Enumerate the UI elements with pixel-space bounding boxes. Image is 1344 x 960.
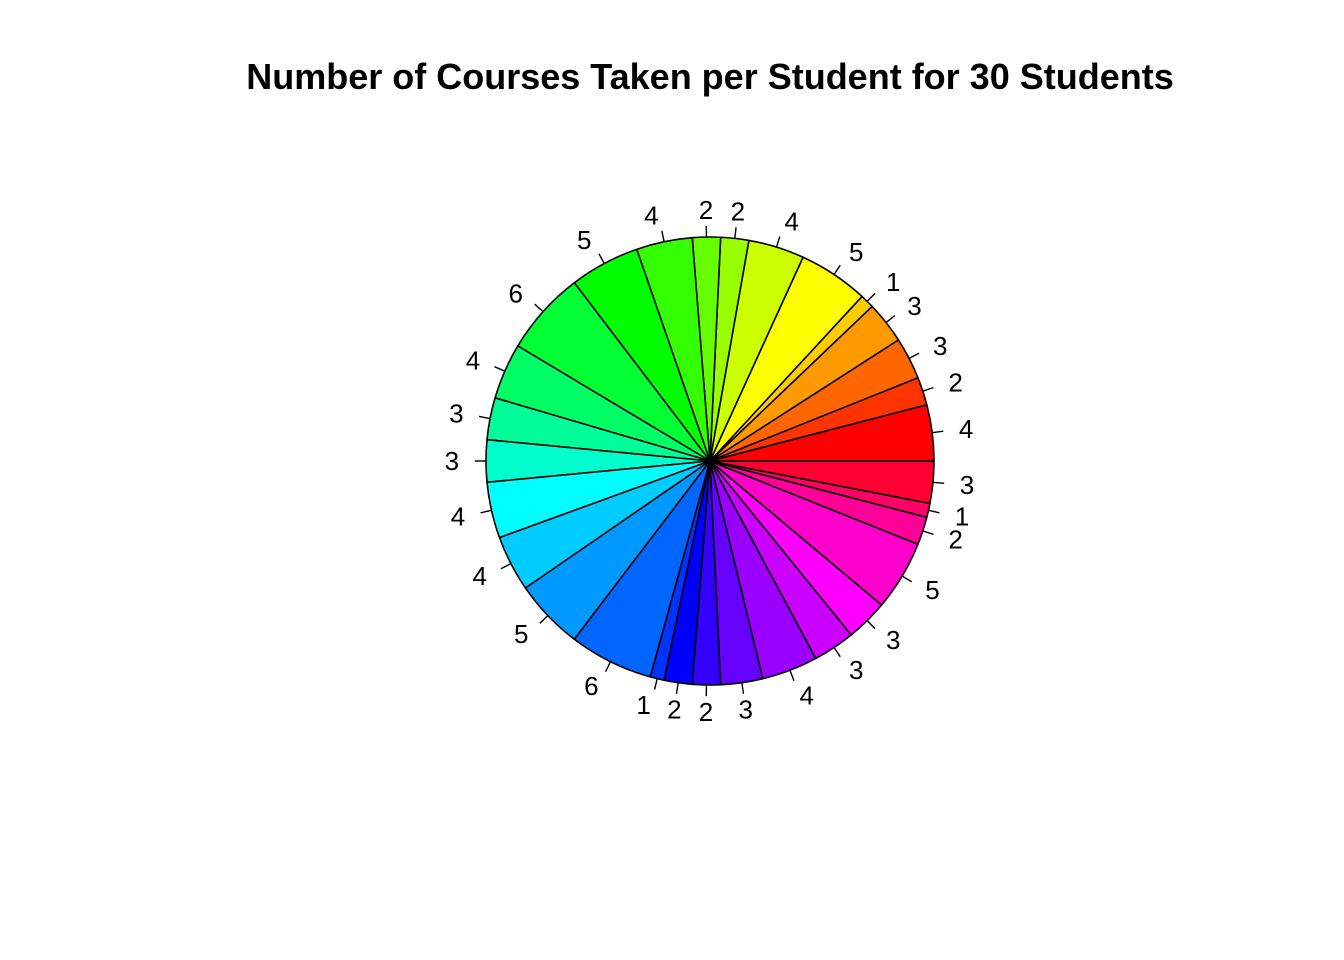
chart-title: Number of Courses Taken per Student for … (246, 56, 1174, 97)
pie-label-tick (604, 661, 612, 673)
pie-slice-label: 2 (731, 197, 745, 227)
pie-slice-label: 3 (445, 446, 459, 476)
pie-label-tick (480, 509, 492, 514)
pie-label-tick (922, 386, 934, 392)
pie-label-tick (922, 530, 934, 536)
pie-slice-label: 1 (636, 690, 650, 720)
pie-label-tick (734, 227, 737, 239)
pie-label-tick (932, 481, 945, 485)
pie-label-tick (866, 292, 876, 302)
pie-slice-label: 2 (667, 694, 681, 724)
pie-label-ticks (474, 225, 945, 697)
pie-slice-label: 3 (738, 694, 752, 724)
pie-label-tick (932, 430, 944, 434)
pie-slice-label: 3 (886, 625, 900, 655)
pie-slice-label: 4 (451, 501, 465, 531)
pie-slice-label: 1 (886, 267, 900, 297)
pie-label-tick (741, 682, 745, 694)
pie-slice-label: 5 (514, 619, 528, 649)
pie-label-tick (478, 415, 491, 420)
pie-slice-label: 3 (933, 331, 947, 361)
pie-label-tick (661, 230, 665, 242)
pie-slice-label: 2 (699, 195, 713, 225)
pie-slice-label: 4 (959, 414, 973, 444)
pie-slice-label: 6 (509, 279, 523, 309)
pie-label-tick (598, 253, 605, 264)
pie-slice-label: 2 (948, 368, 962, 398)
pie-slices (485, 236, 935, 686)
pie-label-tick (833, 647, 841, 658)
pie-slice-label: 4 (473, 561, 487, 591)
pie-slice-label: 4 (800, 680, 814, 710)
pie-label-tick (866, 620, 876, 630)
pie-label-tick (901, 575, 913, 583)
pie-label-tick (675, 682, 679, 694)
pie-slice-label: 6 (584, 671, 598, 701)
pie-slice-label: 4 (644, 200, 658, 230)
pie-slice-label: 3 (449, 399, 463, 429)
pie-label-tick (789, 669, 795, 681)
pie-slice-label: 4 (784, 206, 798, 236)
pie-slice-label: 5 (925, 575, 939, 605)
pie-label-tick (928, 509, 940, 514)
pie-slice-label: 4 (466, 345, 480, 375)
pie-slice-label: 2 (948, 524, 962, 554)
pie-slice-label: 1 (955, 501, 969, 531)
pie-slice-label: 5 (577, 225, 591, 255)
pie-slice-label: 3 (907, 291, 921, 321)
pie-label-tick (653, 678, 658, 690)
pie-slice (709, 460, 935, 505)
pie-slice-label: 2 (699, 697, 713, 727)
pie-slice-label: 5 (849, 237, 863, 267)
pie-label-tick (534, 303, 544, 313)
pie-label-tick (833, 264, 841, 275)
pie-label-tick (775, 236, 781, 248)
pie-slice-label: 3 (960, 470, 974, 500)
pie-label-tick (494, 366, 506, 372)
pie-slice-label: 3 (849, 655, 863, 685)
pie-label-tick (500, 563, 512, 570)
pie-label-tick (539, 615, 549, 624)
pie-label-tick (885, 315, 896, 324)
pie-label-tick (908, 352, 920, 359)
